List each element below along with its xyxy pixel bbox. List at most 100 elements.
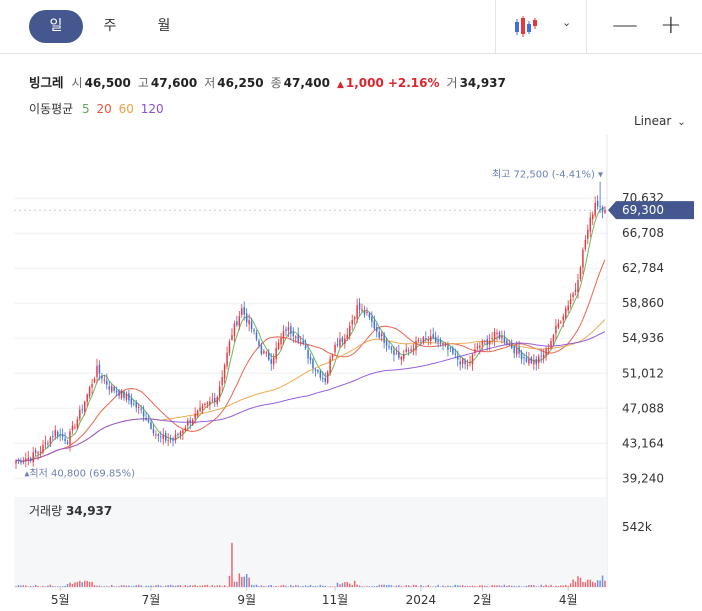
volume-bar xyxy=(44,586,47,587)
volume-bar xyxy=(398,585,400,587)
candle-body xyxy=(32,452,34,463)
tab-month[interactable]: 월 xyxy=(157,18,171,34)
candle-body xyxy=(329,358,331,374)
candle-body xyxy=(542,354,545,358)
volume-bar xyxy=(447,585,449,587)
volume-bar xyxy=(79,580,81,587)
candle-body xyxy=(211,399,214,401)
stock-name: 빙그레 xyxy=(29,75,64,90)
volume-bar xyxy=(454,584,457,587)
candle-body xyxy=(83,401,86,412)
ma-line-20 xyxy=(15,259,606,462)
volume-bar xyxy=(160,585,162,587)
volume-bar xyxy=(74,582,76,587)
candle-body xyxy=(172,438,174,441)
candle-body xyxy=(427,339,430,341)
change-percent: +2.16% xyxy=(387,76,440,90)
chevron-down-icon: ⌄ xyxy=(677,117,686,128)
candle-body xyxy=(47,443,49,445)
volume-bar xyxy=(412,584,415,587)
volume-bar xyxy=(339,584,341,587)
candle-body xyxy=(353,317,356,320)
candle-body xyxy=(486,339,488,345)
zoom-in-button[interactable]: + xyxy=(660,10,682,40)
ma-20[interactable]: 20 xyxy=(96,102,112,116)
zoom-out-button[interactable]: — xyxy=(612,10,638,40)
candle-body xyxy=(169,438,172,440)
volume-bar xyxy=(216,585,218,587)
volume-bar xyxy=(513,585,515,587)
low-value: 46,250 xyxy=(217,76,264,90)
candle-body xyxy=(501,336,503,339)
volume-bar xyxy=(376,586,378,587)
candle-body xyxy=(142,411,145,417)
candle-body xyxy=(604,210,606,214)
volume-bar xyxy=(270,585,272,587)
candle-body xyxy=(356,305,358,319)
volume-bar xyxy=(346,581,349,587)
volume-bar xyxy=(469,586,471,587)
volume-bar xyxy=(91,581,93,587)
chart-type-selector[interactable]: ⌄ xyxy=(495,0,587,53)
candle-body xyxy=(547,348,550,350)
volume-bar xyxy=(535,586,538,587)
candle-body xyxy=(564,308,567,318)
candle-body xyxy=(204,403,206,406)
candle-body xyxy=(231,335,233,340)
volume-bar xyxy=(471,585,474,587)
candle-body xyxy=(226,352,228,367)
candle-body xyxy=(86,394,88,402)
candle-body xyxy=(589,217,592,232)
candle-body xyxy=(177,433,179,435)
candle-body xyxy=(285,329,287,331)
volume-bar xyxy=(533,585,535,587)
candle-body xyxy=(37,452,39,454)
candle-body xyxy=(69,431,71,445)
candle-body xyxy=(74,427,76,429)
candle-body xyxy=(302,341,304,344)
period-tabs: 일 주 월 xyxy=(29,10,191,43)
candle-body xyxy=(407,350,410,352)
tab-day[interactable]: 일 xyxy=(29,10,83,43)
volume-bar xyxy=(248,577,250,587)
scale-mode-selector[interactable]: Linear ⌄ xyxy=(634,114,686,128)
x-tick-label: 2월 xyxy=(473,593,492,607)
candle-body xyxy=(425,338,427,340)
volume-bar xyxy=(272,586,275,587)
volume-bar xyxy=(169,584,172,587)
candle-body xyxy=(434,336,437,343)
volume-bar xyxy=(110,584,113,587)
candle-body xyxy=(471,354,474,365)
volume-bar xyxy=(103,586,106,587)
candle-body xyxy=(400,356,403,360)
volume-bar xyxy=(307,585,309,587)
candle-body xyxy=(140,408,142,411)
volume-bar xyxy=(358,585,361,587)
volume-bar xyxy=(361,586,363,587)
candle-body xyxy=(91,384,93,388)
ma-120[interactable]: 120 xyxy=(140,102,164,116)
candle-body xyxy=(493,331,496,340)
tab-week[interactable]: 주 xyxy=(103,18,117,34)
candle-body xyxy=(167,439,169,441)
candle-body xyxy=(258,340,260,346)
candle-body xyxy=(574,289,577,292)
candle-body xyxy=(98,364,101,374)
volume-bars xyxy=(15,542,606,587)
candle-body xyxy=(29,458,32,461)
volume-bar xyxy=(64,585,66,587)
volume-bar xyxy=(152,586,155,587)
volume-bar xyxy=(250,584,253,587)
volume-bar xyxy=(388,584,390,587)
candle-body xyxy=(371,316,373,322)
volume-bar xyxy=(574,581,577,587)
candle-body xyxy=(331,354,334,359)
volume-bar xyxy=(452,586,454,587)
high-annotation: 최고 72,500 (-4.41%) ▾ xyxy=(492,169,603,181)
ma-60[interactable]: 60 xyxy=(118,102,134,116)
ma-5[interactable]: 5 xyxy=(82,102,90,116)
candle-body xyxy=(503,337,506,343)
open-value: 46,500 xyxy=(84,76,131,90)
candle-body xyxy=(268,353,270,360)
